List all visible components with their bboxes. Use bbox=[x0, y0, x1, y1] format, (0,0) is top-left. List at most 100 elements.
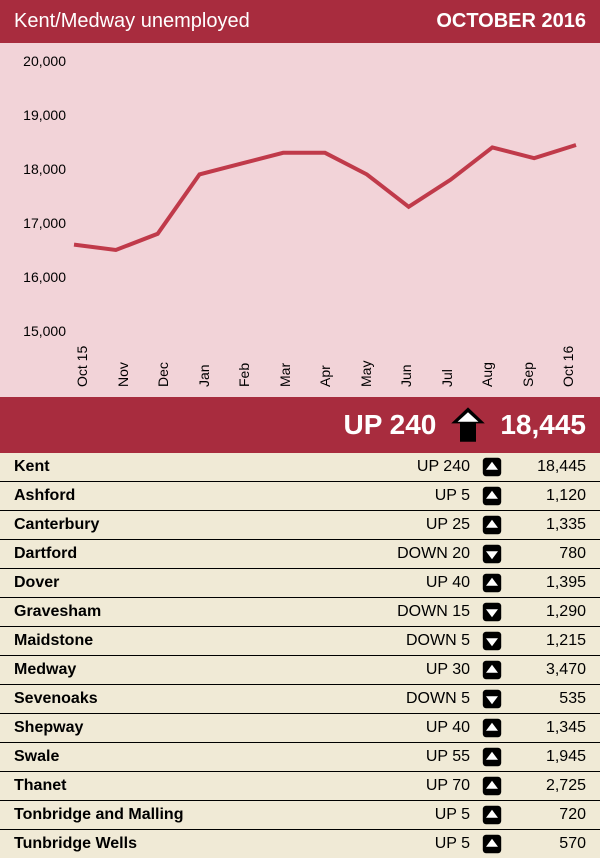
row-value: 1,345 bbox=[506, 719, 586, 737]
row-change: UP 40 bbox=[358, 719, 478, 737]
arrow-down-icon bbox=[478, 631, 506, 651]
arrow-up-icon bbox=[478, 660, 506, 680]
arrow-up-icon bbox=[478, 718, 506, 738]
y-tick-label: 16,000 bbox=[23, 269, 66, 285]
row-change: UP 55 bbox=[358, 748, 478, 766]
table-row: GraveshamDOWN 15 1,290 bbox=[0, 598, 600, 627]
row-value: 3,470 bbox=[506, 661, 586, 679]
y-tick-label: 19,000 bbox=[23, 107, 66, 123]
x-tick-label: May bbox=[358, 337, 374, 387]
x-tick-label: Oct 15 bbox=[74, 337, 90, 387]
table-row: DartfordDOWN 20 780 bbox=[0, 540, 600, 569]
table-row: Tonbridge and MallingUP 5 720 bbox=[0, 801, 600, 830]
summary-bar: UP 240 18,445 bbox=[0, 397, 600, 453]
row-value: 1,335 bbox=[506, 516, 586, 534]
row-value: 18,445 bbox=[506, 458, 586, 476]
row-value: 1,290 bbox=[506, 603, 586, 621]
row-change: UP 5 bbox=[358, 806, 478, 824]
header-date: OCTOBER 2016 bbox=[436, 10, 586, 33]
row-change: UP 25 bbox=[358, 516, 478, 534]
row-name: Gravesham bbox=[14, 603, 358, 621]
table-row: AshfordUP 5 1,120 bbox=[0, 482, 600, 511]
header: Kent/Medway unemployed OCTOBER 2016 bbox=[0, 0, 600, 43]
table-row: CanterburyUP 25 1,335 bbox=[0, 511, 600, 540]
row-change: UP 70 bbox=[358, 777, 478, 795]
x-tick-label: Dec bbox=[155, 337, 171, 387]
row-name: Swale bbox=[14, 748, 358, 766]
x-tick-label: Nov bbox=[115, 337, 131, 387]
y-tick-label: 15,000 bbox=[23, 323, 66, 339]
arrow-down-icon bbox=[478, 544, 506, 564]
row-name: Tunbridge Wells bbox=[14, 835, 358, 853]
summary-arrow-up-icon bbox=[448, 405, 488, 445]
row-name: Dartford bbox=[14, 545, 358, 563]
summary-total: 18,445 bbox=[500, 409, 586, 441]
row-name: Canterbury bbox=[14, 516, 358, 534]
x-tick-label: Feb bbox=[236, 337, 252, 387]
x-tick-label: Sep bbox=[520, 337, 536, 387]
arrow-up-icon bbox=[478, 486, 506, 506]
row-value: 535 bbox=[506, 690, 586, 708]
row-name: Maidstone bbox=[14, 632, 358, 650]
row-name: Sevenoaks bbox=[14, 690, 358, 708]
y-axis-labels: 15,00016,00017,00018,00019,00020,000 bbox=[14, 61, 70, 331]
chart-plot bbox=[74, 61, 576, 331]
table-row: ShepwayUP 40 1,345 bbox=[0, 714, 600, 743]
arrow-up-icon bbox=[478, 776, 506, 796]
table-row: Tunbridge WellsUP 5 570 bbox=[0, 830, 600, 858]
arrow-down-icon bbox=[478, 602, 506, 622]
row-change: UP 240 bbox=[358, 458, 478, 476]
row-name: Medway bbox=[14, 661, 358, 679]
chart-container: 15,00016,00017,00018,00019,00020,000 bbox=[74, 61, 576, 331]
row-change: DOWN 15 bbox=[358, 603, 478, 621]
row-value: 720 bbox=[506, 806, 586, 824]
header-title: Kent/Medway unemployed bbox=[14, 10, 250, 33]
row-value: 1,945 bbox=[506, 748, 586, 766]
arrow-up-icon bbox=[478, 805, 506, 825]
table-row: SwaleUP 55 1,945 bbox=[0, 743, 600, 772]
row-name: Thanet bbox=[14, 777, 358, 795]
arrow-up-icon bbox=[478, 515, 506, 535]
x-tick-label: Oct 16 bbox=[560, 337, 576, 387]
x-tick-label: Jan bbox=[196, 337, 212, 387]
line-chart-svg bbox=[74, 61, 576, 331]
x-tick-label: Apr bbox=[317, 337, 333, 387]
row-value: 2,725 bbox=[506, 777, 586, 795]
row-value: 780 bbox=[506, 545, 586, 563]
row-name: Tonbridge and Malling bbox=[14, 806, 358, 824]
row-change: DOWN 5 bbox=[358, 632, 478, 650]
row-name: Ashford bbox=[14, 487, 358, 505]
row-value: 1,120 bbox=[506, 487, 586, 505]
row-change: UP 5 bbox=[358, 835, 478, 853]
x-tick-label: Jul bbox=[439, 337, 455, 387]
row-value: 1,395 bbox=[506, 574, 586, 592]
table-row: ThanetUP 70 2,725 bbox=[0, 772, 600, 801]
y-tick-label: 17,000 bbox=[23, 215, 66, 231]
row-name: Shepway bbox=[14, 719, 358, 737]
y-tick-label: 20,000 bbox=[23, 53, 66, 69]
x-axis-labels: Oct 15 Nov Dec Jan Feb Mar Apr May Jun Jul Aug Sep O… bbox=[74, 337, 576, 387]
x-tick-label: Aug bbox=[479, 337, 495, 387]
arrow-down-icon bbox=[478, 689, 506, 709]
table-row: SevenoaksDOWN 5 535 bbox=[0, 685, 600, 714]
table-row: DoverUP 40 1,395 bbox=[0, 569, 600, 598]
x-tick-label: Jun bbox=[398, 337, 414, 387]
summary-change: UP 240 bbox=[343, 409, 436, 441]
row-change: UP 30 bbox=[358, 661, 478, 679]
row-change: UP 40 bbox=[358, 574, 478, 592]
row-change: UP 5 bbox=[358, 487, 478, 505]
row-name: Kent bbox=[14, 458, 358, 476]
table-row: MedwayUP 30 3,470 bbox=[0, 656, 600, 685]
table-row: MaidstoneDOWN 51,215 bbox=[0, 627, 600, 656]
data-table: KentUP 24018,445AshfordUP 51,120Canterbu… bbox=[0, 453, 600, 858]
arrow-up-icon bbox=[478, 457, 506, 477]
arrow-up-icon bbox=[478, 834, 506, 854]
x-tick-label: Mar bbox=[277, 337, 293, 387]
row-value: 570 bbox=[506, 835, 586, 853]
row-change: DOWN 20 bbox=[358, 545, 478, 563]
arrow-up-icon bbox=[478, 573, 506, 593]
row-name: Dover bbox=[14, 574, 358, 592]
table-row: KentUP 240 18,445 bbox=[0, 453, 600, 482]
row-change: DOWN 5 bbox=[358, 690, 478, 708]
y-tick-label: 18,000 bbox=[23, 161, 66, 177]
